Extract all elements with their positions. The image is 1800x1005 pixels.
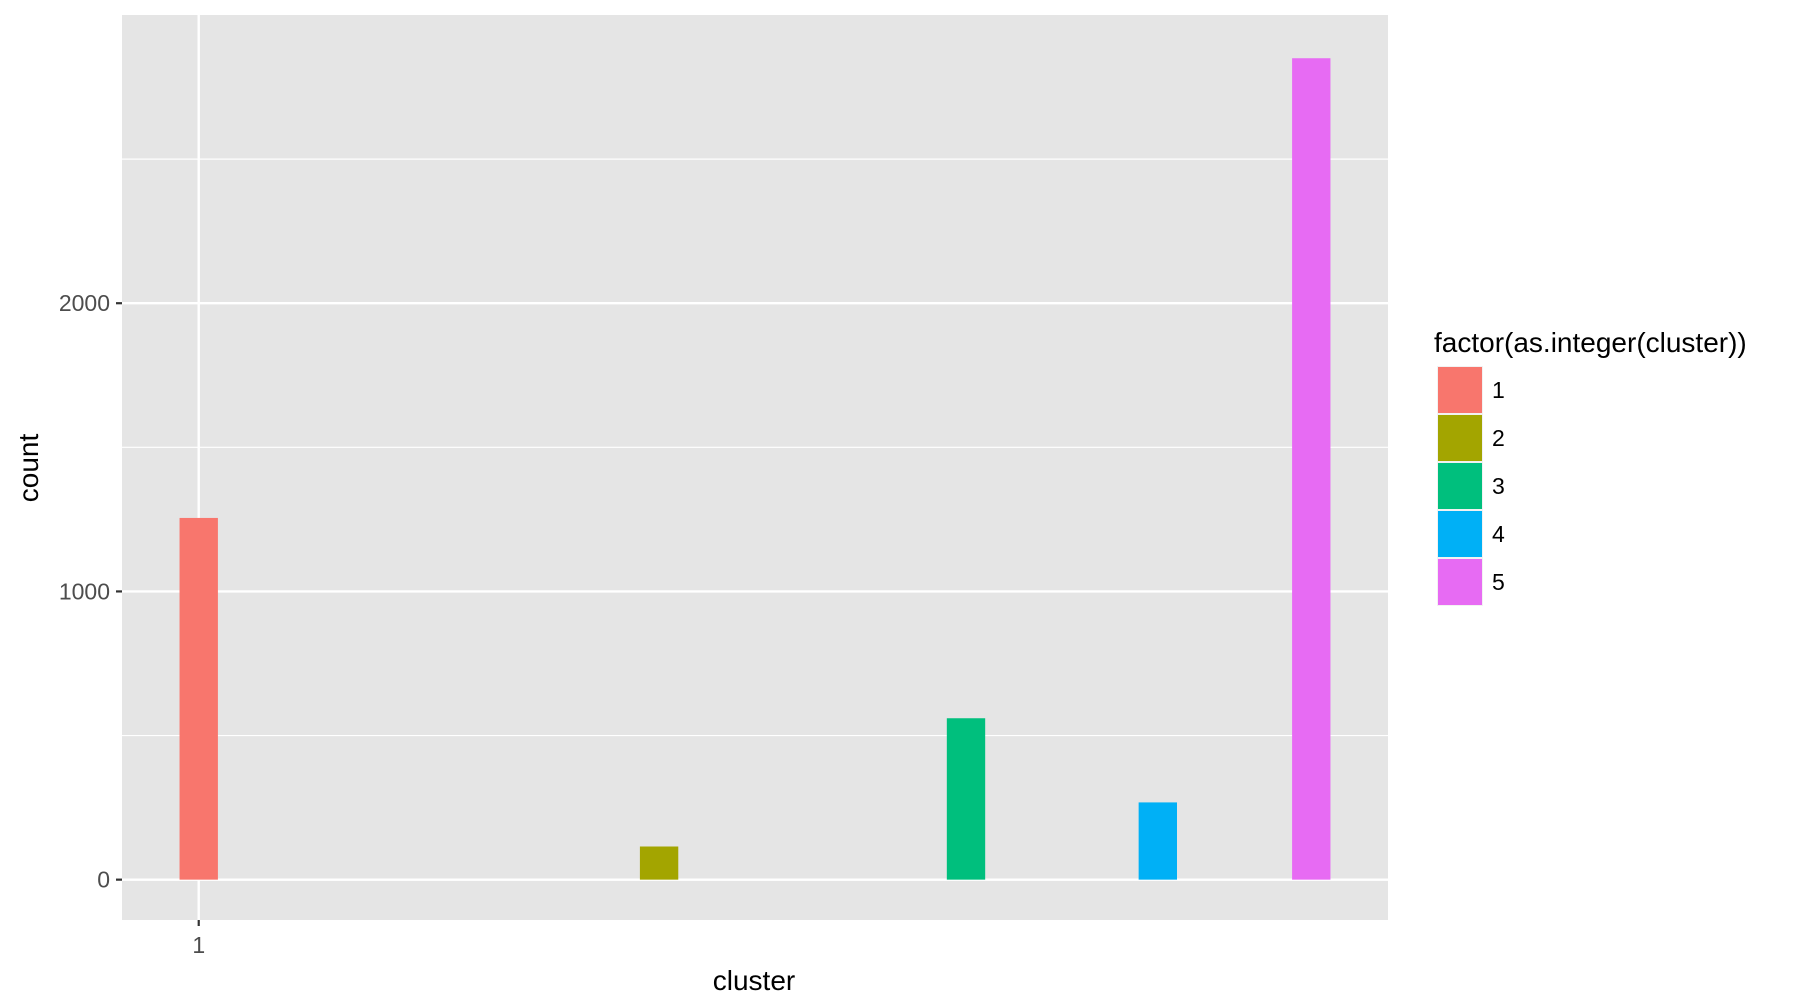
bar-cluster-1 bbox=[179, 517, 218, 880]
legend-label-5: 5 bbox=[1492, 569, 1505, 595]
bar-cluster-2 bbox=[639, 846, 679, 880]
bars bbox=[179, 58, 1331, 880]
legend-swatch-2 bbox=[1438, 415, 1482, 461]
legend-title: factor(as.integer(cluster)) bbox=[1434, 327, 1747, 358]
bar-cluster-4 bbox=[1138, 802, 1177, 880]
legend-swatch-4 bbox=[1438, 511, 1482, 557]
plot-panel bbox=[122, 15, 1388, 920]
legend-label-1: 1 bbox=[1492, 377, 1505, 403]
legend-label-3: 3 bbox=[1492, 473, 1505, 499]
y-axis-label: count bbox=[13, 434, 44, 503]
y-axis: 0 1000 2000 bbox=[59, 290, 122, 893]
legend-swatch-5 bbox=[1438, 559, 1482, 605]
bar-cluster-5 bbox=[1292, 58, 1331, 880]
legend-label-4: 4 bbox=[1492, 521, 1505, 547]
legend-label-2: 2 bbox=[1492, 425, 1505, 451]
x-tick-label: 1 bbox=[192, 932, 205, 958]
minor-gridlines bbox=[122, 158, 1388, 737]
y-tick-label: 2000 bbox=[59, 290, 110, 316]
legend-swatch-1 bbox=[1438, 367, 1482, 413]
y-tick-label: 0 bbox=[97, 867, 110, 893]
legend: factor(as.integer(cluster)) 1 2 3 4 5 bbox=[1434, 327, 1747, 606]
x-axis: 1 bbox=[192, 920, 205, 958]
legend-swatch-3 bbox=[1438, 463, 1482, 509]
bar-cluster-3 bbox=[946, 718, 986, 880]
y-tick-label: 1000 bbox=[59, 578, 110, 604]
x-axis-label: cluster bbox=[713, 965, 795, 996]
legend-items: 1 2 3 4 5 bbox=[1437, 366, 1505, 606]
